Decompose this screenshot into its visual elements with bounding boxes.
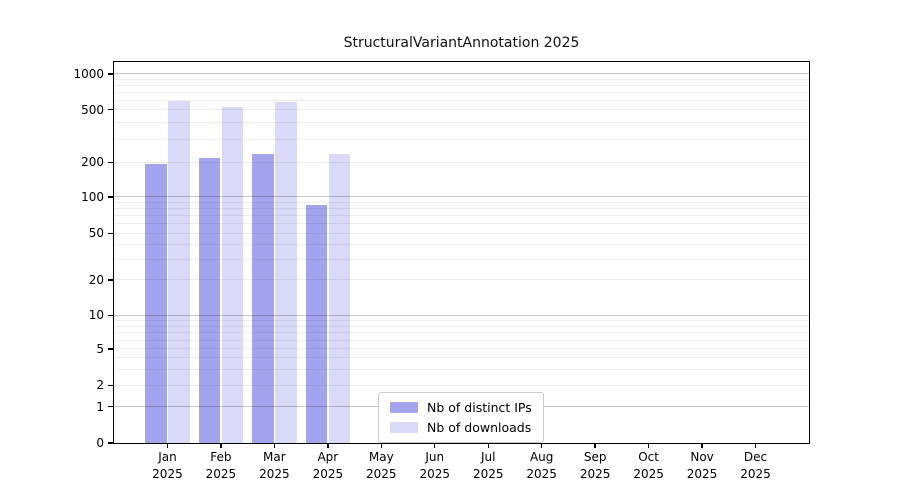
x-label-month: Feb bbox=[210, 450, 232, 464]
x-tick-aug-2025 bbox=[540, 443, 543, 448]
legend: Nb of distinct IPs Nb of downloads bbox=[378, 392, 544, 443]
x-label-month: Sep bbox=[583, 450, 607, 464]
x-tick-may-2025 bbox=[380, 443, 382, 448]
y-tick-1 bbox=[108, 405, 113, 408]
x-tick-dec-2025 bbox=[754, 443, 757, 448]
y-tick-5 bbox=[108, 348, 113, 350]
x-label-year: 2025 bbox=[419, 467, 451, 481]
bar-distinct-ips-jan-2025 bbox=[145, 163, 167, 443]
x-tick-label-may-2025: May 2025 bbox=[350, 449, 412, 483]
y-tick-500 bbox=[108, 109, 113, 111]
x-label-year: 2025 bbox=[259, 467, 290, 481]
x-label-month: May bbox=[368, 450, 394, 464]
x-tick-jun-2025 bbox=[434, 443, 436, 448]
y-tick-label-20: 20 bbox=[88, 272, 104, 287]
y-tick-200 bbox=[108, 161, 113, 164]
gridline-minor bbox=[114, 84, 809, 86]
x-label-year: 2025 bbox=[686, 467, 718, 481]
legend-label-downloads: Nb of downloads bbox=[427, 420, 532, 435]
y-tick-label-50: 50 bbox=[88, 226, 104, 241]
y-tick-20 bbox=[108, 279, 113, 281]
x-tick-mar-2025 bbox=[273, 443, 276, 448]
x-label-month: Mar bbox=[263, 450, 286, 464]
x-label-year: 2025 bbox=[579, 467, 611, 481]
legend-item-downloads: Nb of downloads bbox=[390, 419, 532, 436]
y-tick-label-10: 10 bbox=[88, 308, 104, 323]
chart-title: StructuralVariantAnnotation 2025 bbox=[343, 35, 580, 51]
bar-downloads-feb-2025 bbox=[221, 106, 244, 443]
x-tick-label-nov-2025: Nov 2025 bbox=[671, 449, 733, 483]
y-tick-2 bbox=[108, 384, 113, 387]
x-label-year: 2025 bbox=[740, 467, 771, 481]
legend-swatch-distinct-ips bbox=[390, 402, 418, 413]
y-tick-10 bbox=[108, 314, 113, 317]
x-label-month: Jul bbox=[480, 450, 496, 464]
gridline-minor bbox=[114, 138, 809, 140]
x-label-year: 2025 bbox=[312, 467, 344, 481]
y-tick-100 bbox=[108, 196, 113, 198]
x-label-year: 2025 bbox=[152, 467, 183, 481]
x-tick-label-sep-2025: Sep 2025 bbox=[564, 449, 626, 483]
x-tick-jul-2025 bbox=[487, 443, 489, 448]
y-tick-label-5: 5 bbox=[96, 341, 104, 356]
x-tick-apr-2025 bbox=[327, 443, 329, 448]
bar-distinct-ips-feb-2025 bbox=[198, 158, 221, 443]
gridline-major-1000 bbox=[114, 73, 809, 75]
x-tick-label-mar-2025: Mar 2025 bbox=[243, 449, 305, 483]
x-tick-label-feb-2025: Feb 2025 bbox=[190, 449, 252, 483]
x-label-month: Aug bbox=[529, 450, 554, 464]
legend-item-distinct-ips: Nb of distinct IPs bbox=[390, 399, 532, 416]
x-tick-label-jun-2025: Jun 2025 bbox=[404, 449, 466, 483]
x-tick-feb-2025 bbox=[220, 443, 222, 448]
x-tick-label-apr-2025: Apr 2025 bbox=[297, 449, 359, 483]
y-tick-label-0: 0 bbox=[96, 436, 104, 450]
gridline-minor bbox=[114, 78, 809, 80]
x-tick-label-dec-2025: Dec 2025 bbox=[725, 449, 787, 483]
bar-distinct-ips-apr-2025 bbox=[305, 205, 328, 443]
bar-distinct-ips-mar-2025 bbox=[252, 154, 274, 443]
plot-area: 0 1 2 5 10 20 50 100 200 500 1000 Jan 2025 Feb 2025 Mar… bbox=[73, 61, 810, 481]
x-label-month: Jan bbox=[158, 450, 177, 464]
y-tick-label-2: 2 bbox=[96, 378, 104, 393]
gridline-minor bbox=[114, 99, 809, 101]
y-tick-0 bbox=[108, 442, 113, 444]
legend-label-distinct-ips: Nb of distinct IPs bbox=[427, 400, 532, 415]
x-tick-label-jul-2025: Jul 2025 bbox=[457, 449, 519, 483]
y-tick-label-100: 100 bbox=[81, 189, 104, 204]
x-tick-oct-2025 bbox=[647, 443, 650, 448]
x-label-month: Dec bbox=[743, 450, 768, 464]
x-label-year: 2025 bbox=[472, 467, 504, 481]
x-tick-jan-2025 bbox=[166, 443, 169, 448]
x-label-year: 2025 bbox=[366, 467, 397, 481]
bar-downloads-apr-2025 bbox=[328, 154, 351, 443]
x-tick-label-aug-2025: Aug 2025 bbox=[511, 449, 573, 483]
y-tick-50 bbox=[108, 232, 113, 235]
x-tick-nov-2025 bbox=[701, 443, 703, 448]
y-tick-label-1: 1 bbox=[96, 399, 104, 414]
bar-downloads-jan-2025 bbox=[168, 101, 190, 443]
legend-swatch-downloads bbox=[390, 422, 418, 433]
x-tick-sep-2025 bbox=[594, 443, 596, 448]
x-label-month: Oct bbox=[638, 450, 659, 464]
gridline-minor bbox=[114, 122, 809, 124]
x-label-year: 2025 bbox=[205, 467, 237, 481]
y-tick-label-500: 500 bbox=[81, 102, 104, 117]
x-label-year: 2025 bbox=[526, 467, 557, 481]
x-tick-label-jan-2025: Jan 2025 bbox=[136, 449, 198, 483]
y-tick-1000 bbox=[108, 73, 113, 75]
x-label-year: 2025 bbox=[633, 467, 664, 481]
x-label-month: Jun bbox=[425, 450, 445, 464]
y-tick-label-200: 200 bbox=[81, 155, 104, 170]
gridline-minor bbox=[114, 91, 809, 93]
y-tick-label-1000: 1000 bbox=[73, 66, 104, 81]
bar-downloads-mar-2025 bbox=[275, 102, 297, 443]
x-label-month: Nov bbox=[690, 450, 714, 464]
x-label-month: Apr bbox=[317, 450, 339, 464]
x-tick-label-oct-2025: Oct 2025 bbox=[618, 449, 680, 483]
gridline-minor bbox=[114, 109, 809, 111]
